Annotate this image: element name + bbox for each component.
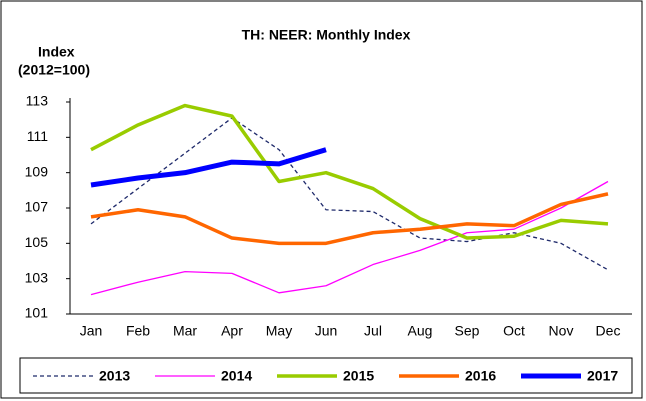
y-tick-label: 113 [26, 93, 49, 109]
x-tick-label: Mar [173, 323, 197, 339]
legend-label: 2014 [221, 368, 252, 384]
chart-title: TH: NEER: Monthly Index [242, 27, 411, 43]
x-tick-label: Jan [80, 323, 103, 339]
x-tick-label: Feb [126, 323, 150, 339]
y-tick-label: 109 [25, 163, 49, 179]
y-tick-label: 107 [25, 199, 49, 215]
x-tick-label: Nov [549, 323, 574, 339]
x-tick-label: Apr [221, 323, 243, 339]
x-tick-label: Jun [315, 323, 338, 339]
y-tick-label: 111 [27, 128, 48, 144]
series-line [90, 192, 609, 246]
x-tick-label: Sep [455, 323, 480, 339]
y-tick-label: 103 [25, 269, 49, 285]
legend-label: 2017 [587, 368, 618, 384]
legend-label: 2015 [343, 368, 374, 384]
y-axis-label: Index [38, 44, 75, 60]
x-tick-label: Aug [408, 323, 433, 339]
y-axis-label: (2012=100) [18, 62, 90, 78]
x-tick-label: May [266, 323, 292, 339]
x-tick-label: Dec [596, 323, 621, 339]
y-tick-label: 101 [25, 305, 49, 321]
legend-box [19, 357, 633, 394]
series-line [90, 180, 609, 296]
series-line [90, 103, 609, 240]
series-line [90, 147, 327, 188]
legend-label: 2013 [99, 368, 130, 384]
x-tick-label: Jul [364, 323, 382, 339]
x-tick-label: Oct [503, 323, 525, 339]
legend-label: 2016 [465, 368, 496, 384]
y-tick-label: 105 [25, 234, 49, 250]
